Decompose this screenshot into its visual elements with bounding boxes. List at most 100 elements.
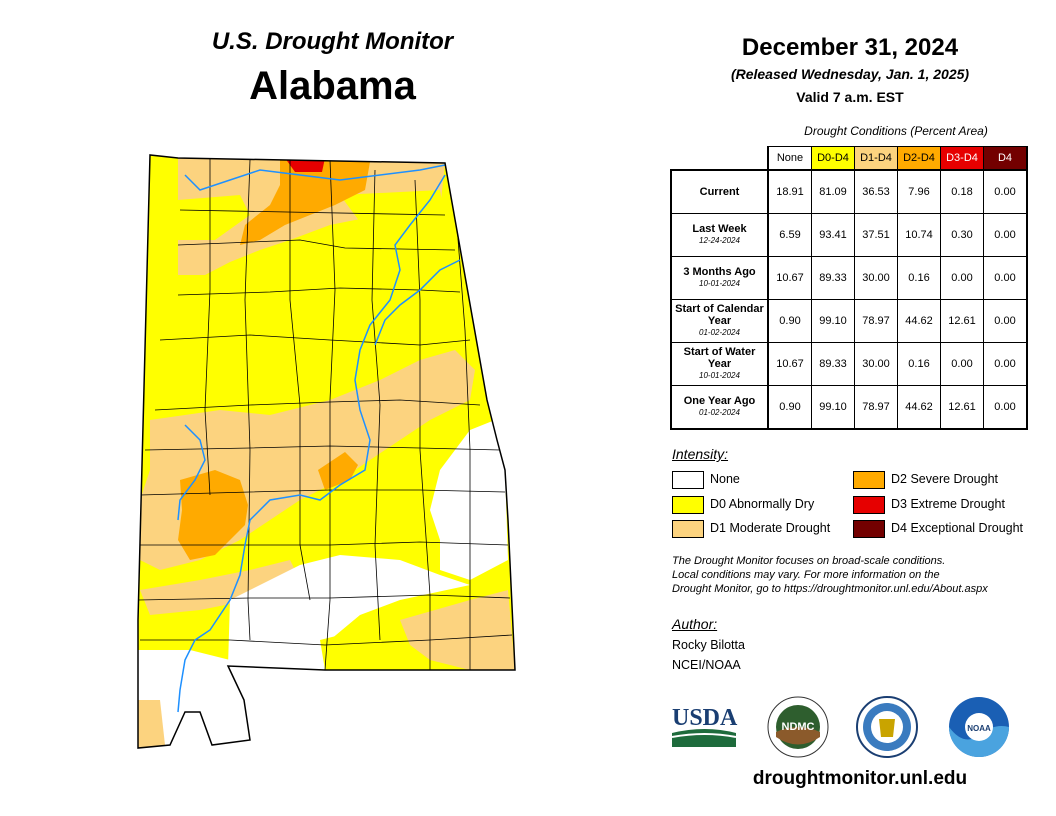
- table-cell: 81.09: [811, 169, 855, 214]
- legend-swatch-d0: [672, 496, 704, 514]
- doc-seal-logo: [856, 696, 918, 758]
- table-cell: 0.00: [983, 342, 1028, 386]
- table-cell: 89.33: [811, 256, 855, 300]
- table-header-row: None D0-D4 D1-D4 D2-D4 D3-D4 D4: [671, 146, 1028, 171]
- row-label-text: One Year Ago: [683, 395, 756, 407]
- table-cell: 99.10: [811, 299, 855, 343]
- table-cell: 12.61: [940, 299, 984, 343]
- row-date: 01-02-2024: [699, 328, 740, 337]
- noaa-logo-text: NOAA: [967, 724, 991, 733]
- legend-title: Intensity:: [672, 446, 729, 462]
- table-row: Current 18.91 81.09 36.53 7.96 0.18 0.00: [670, 169, 1028, 214]
- table-cell: 0.30: [940, 213, 984, 257]
- table-cell: 0.18: [940, 169, 984, 214]
- row-label-text: Current: [699, 186, 740, 198]
- table-row: One Year Ago 01-02-2024 0.90 99.10 78.97 44.6…: [670, 385, 1028, 430]
- d0-south-patch: [320, 625, 420, 670]
- legend-label-d3: D3 Extreme Drought: [891, 497, 1005, 511]
- noaa-logo: NOAA: [949, 697, 1009, 757]
- row-label: Current: [670, 169, 769, 214]
- table-cell: 0.00: [983, 213, 1028, 257]
- legend-swatch-d2: [853, 471, 885, 489]
- table-cell: 89.33: [811, 342, 855, 386]
- ndmc-logo: NDMC: [767, 696, 829, 758]
- note-line-1: The Drought Monitor focuses on broad-sca…: [672, 555, 946, 567]
- table-cell: 37.51: [854, 213, 898, 257]
- table-cell: 6.59: [767, 213, 812, 257]
- table-cell: 0.00: [983, 256, 1028, 300]
- header-none: None: [767, 146, 812, 171]
- table-cell: 7.96: [897, 169, 941, 214]
- note-line-3: Drought Monitor, go to https://droughtmo…: [672, 583, 988, 595]
- row-label-text: Start of Calendar Year: [675, 303, 764, 327]
- legend-label-d0: D0 Abnormally Dry: [710, 497, 815, 511]
- table-cell: 0.16: [897, 256, 941, 300]
- rivers: [177, 164, 461, 713]
- table-cell: 0.90: [767, 299, 812, 343]
- row-label: Start of Water Year 10-01-2024: [670, 342, 769, 386]
- table-cell: 0.00: [983, 299, 1028, 343]
- alabama-drought-map: [137, 154, 516, 749]
- legend-label-d1: D1 Moderate Drought: [710, 521, 831, 535]
- header-d1: D1-D4: [854, 146, 898, 171]
- header-d2: D2-D4: [897, 146, 941, 171]
- valid-time: Valid 7 a.m. EST: [796, 89, 904, 105]
- d1-baldwin: [138, 700, 165, 748]
- table-cell: 36.53: [854, 169, 898, 214]
- table-cell: 0.00: [940, 342, 984, 386]
- table-cell: 78.97: [854, 299, 898, 343]
- none-south: [228, 555, 470, 670]
- table-row: Last Week 12-24-2024 6.59 93.41 37.51 10.74 0.…: [670, 213, 1028, 257]
- d1-southeast: [400, 590, 515, 670]
- legend-label-d2: D2 Severe Drought: [891, 472, 999, 486]
- table-cell: 44.62: [897, 385, 941, 430]
- header-d4: D4: [983, 146, 1028, 171]
- row-label-text: 3 Months Ago: [683, 266, 756, 278]
- none-east: [430, 420, 508, 580]
- table-cell: 10.67: [767, 256, 812, 300]
- partner-logos: USDA NDMC NOAA: [671, 696, 1009, 758]
- note-line-2: Local conditions may vary. For more info…: [672, 569, 940, 581]
- row-date: 10-01-2024: [699, 371, 740, 380]
- legend-label-d4: D4 Exceptional Drought: [891, 521, 1024, 535]
- footer-url: droughtmonitor.unl.edu: [752, 768, 968, 789]
- legend-swatch-none: [672, 471, 704, 489]
- table-cell: 30.00: [854, 342, 898, 386]
- row-date: 12-24-2024: [699, 236, 740, 245]
- d0-northwest-patch: [178, 195, 250, 240]
- table-title: Drought Conditions (Percent Area): [804, 124, 988, 138]
- table-cell: 10.74: [897, 213, 941, 257]
- legend-label-none: None: [710, 472, 740, 486]
- row-label: 3 Months Ago 10-01-2024: [670, 256, 769, 300]
- map-subtitle: U.S. Drought Monitor: [211, 28, 454, 55]
- header-d3: D3-D4: [940, 146, 984, 171]
- table-cell: 0.00: [983, 385, 1028, 430]
- disclaimer-note: The Drought Monitor focuses on broad-sca…: [672, 554, 1042, 596]
- author-organization: NCEI/NOAA: [672, 658, 741, 672]
- row-label: One Year Ago 01-02-2024: [670, 385, 769, 430]
- table-cell: 0.90: [767, 385, 812, 430]
- table-row: Start of Calendar Year 01-02-2024 0.90 99.1…: [670, 299, 1028, 343]
- legend-swatch-d4: [853, 520, 885, 538]
- table-cell: 44.62: [897, 299, 941, 343]
- ndmc-logo-text: NDMC: [782, 721, 815, 733]
- table-cell: 99.10: [811, 385, 855, 430]
- table-cell: 18.91: [767, 169, 812, 214]
- map-title: Alabama: [249, 64, 416, 108]
- none-southwest: [138, 650, 250, 748]
- row-label-text: Last Week: [692, 223, 747, 235]
- usda-logo-text: USDA: [672, 705, 738, 731]
- release-date: (Released Wednesday, Jan. 1, 2025): [730, 66, 970, 82]
- table-cell: 0.00: [940, 256, 984, 300]
- header-blank: [671, 147, 768, 171]
- usda-logo: USDA: [671, 705, 738, 747]
- legend-swatch-d3: [853, 496, 885, 514]
- d1-southwest: [140, 560, 300, 615]
- legend-swatch-d1: [672, 520, 704, 538]
- map-date: December 31, 2024: [741, 34, 959, 61]
- table-cell: 30.00: [854, 256, 898, 300]
- row-label-text: Start of Water Year: [683, 346, 756, 370]
- row-label: Last Week 12-24-2024: [670, 213, 769, 257]
- table-row: Start of Water Year 10-01-2024 10.67 89.33 3…: [670, 342, 1028, 386]
- state-outline: [137, 154, 516, 749]
